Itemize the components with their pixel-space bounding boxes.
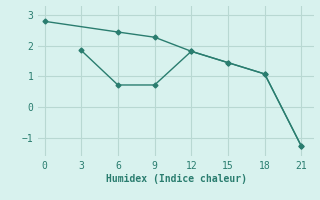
X-axis label: Humidex (Indice chaleur): Humidex (Indice chaleur) <box>106 174 246 184</box>
